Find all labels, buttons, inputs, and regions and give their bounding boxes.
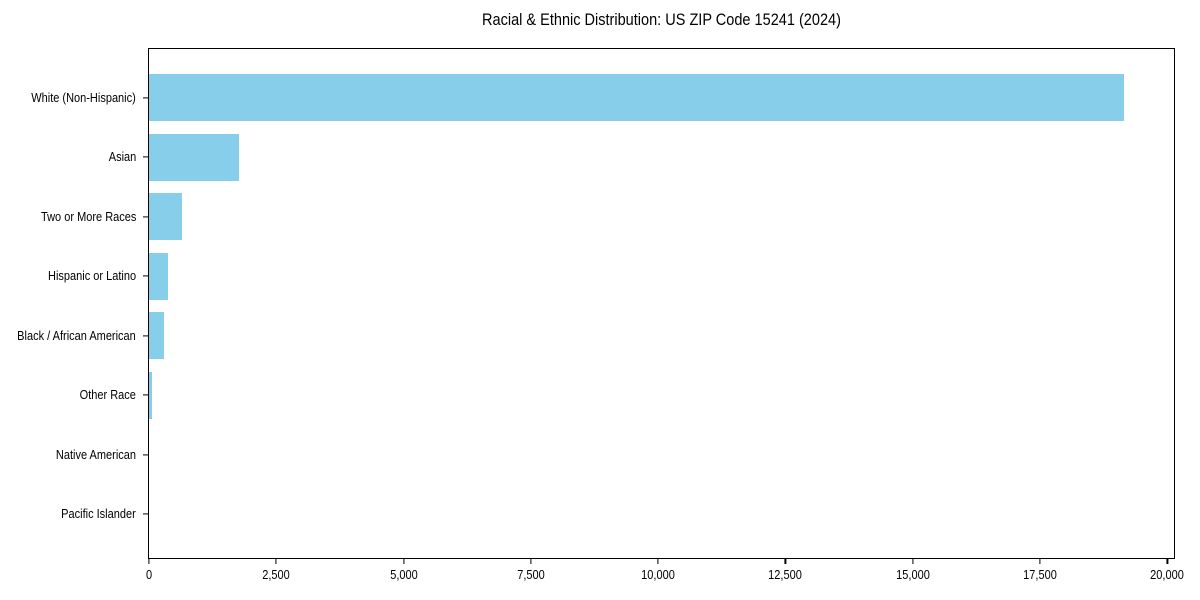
y-axis-tick — [143, 513, 148, 515]
bar-row: Pacific Islander — [61, 491, 1174, 538]
category-label: Asian — [108, 150, 136, 164]
bar — [149, 371, 152, 419]
x-axis-tick — [1166, 559, 1168, 564]
x-axis-tick — [657, 559, 659, 564]
bar-row: White (Non-Hispanic) — [31, 74, 1174, 121]
bar-row: Other Race — [80, 371, 1174, 419]
bar — [149, 193, 183, 240]
bar — [149, 252, 168, 300]
x-axis-tick-label: 10,000 — [641, 568, 676, 582]
x-axis-tick-label: 17,500 — [1023, 568, 1057, 582]
x-axis-tick-label: 5,000 — [389, 568, 418, 582]
x-axis-tick — [530, 559, 532, 564]
category-label: White (Non-Hispanic) — [31, 90, 136, 105]
y-axis-tick — [143, 394, 148, 396]
x-axis-tick-label: 7,500 — [517, 568, 545, 582]
category-label: Other Race — [79, 388, 136, 402]
bar — [149, 74, 1125, 121]
x-axis-tick-label: 20,000 — [1150, 568, 1185, 582]
x-axis-tick — [403, 559, 405, 564]
category-label: Native American — [55, 447, 136, 462]
y-axis-tick — [143, 453, 148, 456]
category-label: Black / African American — [17, 328, 136, 343]
bar-row: Native American — [56, 431, 1174, 478]
x-axis-tick-label: 2,500 — [262, 568, 291, 582]
chart-title: Racial & Ethnic Distribution: US ZIP Cod… — [482, 11, 841, 29]
bar — [149, 133, 240, 181]
category-label: Pacific Islander — [61, 507, 136, 521]
x-axis-tick-label: 15,000 — [895, 568, 930, 582]
bar-row: Black / African American — [17, 312, 1174, 359]
plot-area: White (Non-Hispanic) Asian Two or More Rac… — [17, 48, 1184, 582]
x-axis-tick — [1039, 559, 1041, 564]
y-axis-tick — [143, 275, 148, 277]
x-axis-tick — [148, 559, 150, 564]
x-axis-tick — [275, 559, 277, 564]
category-label: Two or More Races — [40, 209, 136, 224]
bar — [149, 312, 164, 359]
bar-row: Asian — [108, 133, 1174, 181]
y-axis-tick — [143, 215, 148, 218]
x-axis-tick-label: 12,500 — [768, 568, 803, 582]
y-axis-tick — [143, 156, 148, 158]
x-axis-tick — [784, 559, 787, 564]
x-axis-tick — [912, 559, 914, 564]
bar-row: Two or More Races — [41, 193, 1174, 240]
bar-row: Hispanic or Latino — [48, 252, 1174, 300]
y-axis-tick — [143, 334, 148, 337]
category-label: Hispanic or Latino — [47, 269, 136, 283]
y-axis-tick — [143, 96, 148, 99]
x-axis-tick-label: 0 — [145, 568, 153, 582]
